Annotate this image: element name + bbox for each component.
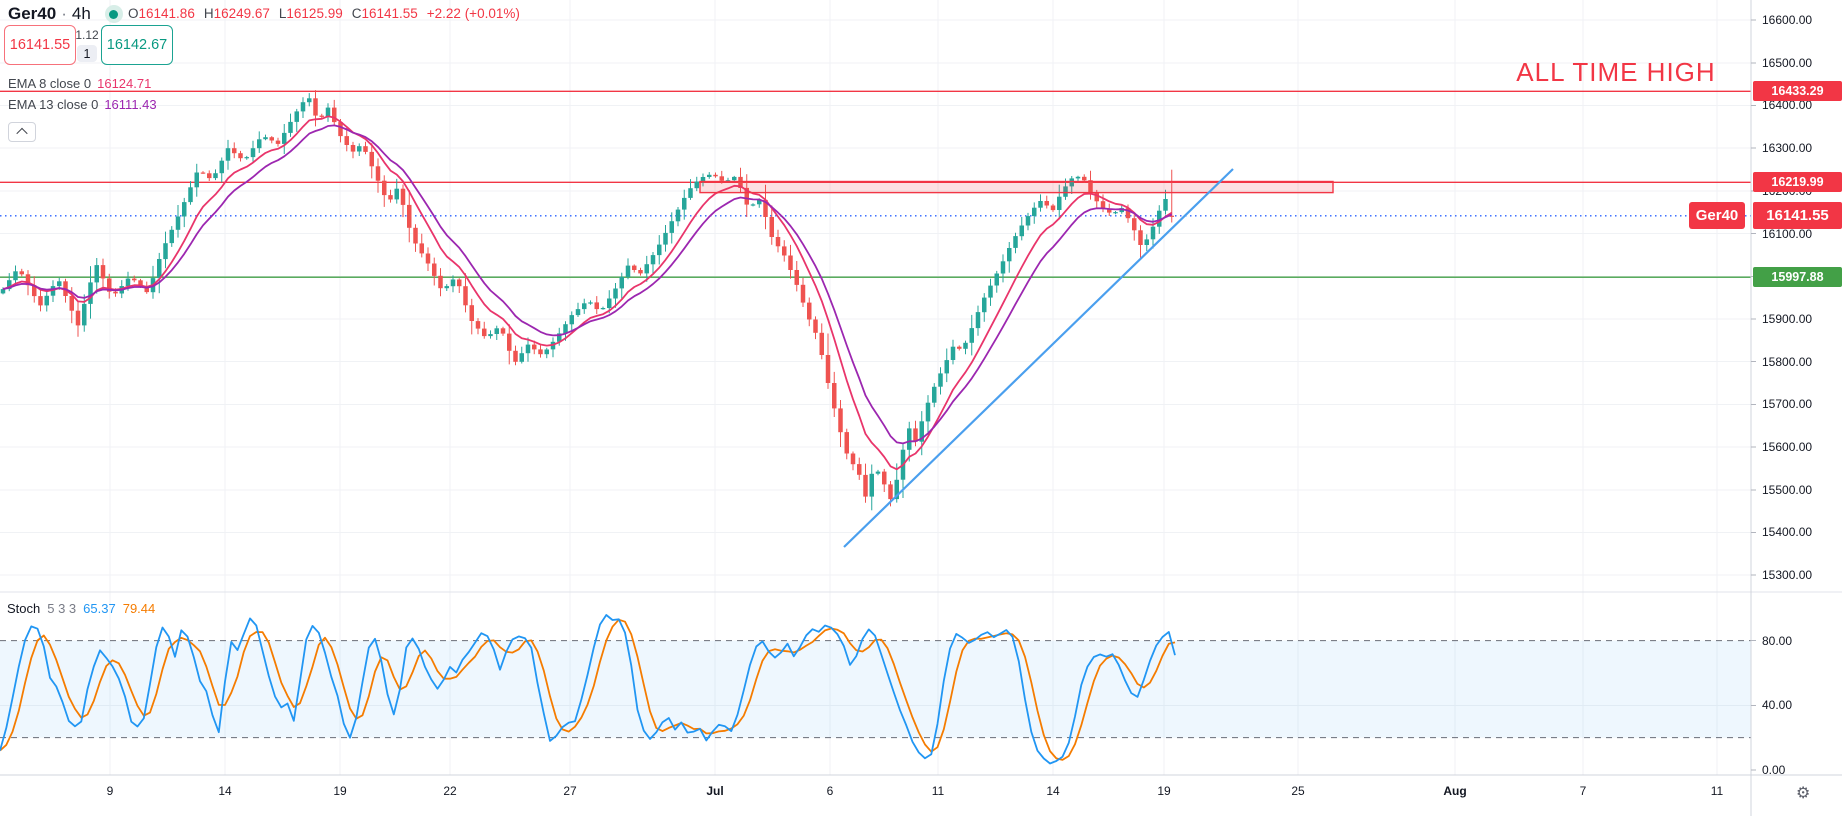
trendline[interactable] — [843, 168, 1234, 548]
market-status-icon[interactable] — [104, 5, 123, 23]
resistance-zone[interactable] — [699, 180, 1334, 194]
stoch-d-line — [0, 618, 1176, 761]
close-label: C — [351, 5, 362, 21]
ema13-legend[interactable]: EMA 13 close 0 16111.43 — [8, 96, 157, 112]
low-value: 16125.99 — [286, 5, 343, 21]
stoch-title: Stoch — [7, 600, 41, 616]
ema13-value: 16111.43 — [104, 96, 157, 112]
high-value: 16249.67 — [213, 5, 270, 21]
open-value: 16141.86 — [138, 5, 195, 21]
ema13-title: EMA 13 close 0 — [8, 96, 99, 112]
current-symbol-pill: Ger40 — [1689, 202, 1745, 229]
axis-settings-gear-icon[interactable]: ⚙ — [1796, 785, 1811, 802]
current-price-pill: 16141.55 — [1753, 202, 1842, 229]
ema8-title: EMA 8 close 0 — [8, 75, 92, 91]
symbol-separator: · — [61, 4, 67, 23]
ema8-legend[interactable]: EMA 8 close 0 16124.71 — [8, 75, 151, 91]
sell-button[interactable]: 16141.55 — [4, 25, 76, 65]
ohlc-values: O16141.86 H16249.67 L16125.99 C16141.55 … — [128, 4, 520, 22]
ema8-value: 16124.71 — [97, 75, 152, 91]
stoch-legend[interactable]: Stoch 5 3 3 65.37 79.44 — [7, 600, 155, 616]
high-label: H — [203, 5, 214, 21]
stoch-k-line — [0, 614, 1176, 765]
ath-price-pill: 16433.29 — [1753, 81, 1842, 101]
buy-button[interactable]: 16142.67 — [101, 25, 173, 65]
spread-value: 1.12 — [75, 28, 99, 42]
support-price-pill: 15997.88 — [1753, 267, 1842, 287]
stoch-band — [0, 640, 1751, 738]
stoch-params: 5 3 3 — [47, 600, 77, 616]
all-time-high-annotation[interactable]: ALL TIME HIGH — [1516, 57, 1716, 87]
symbol-header: Ger40 · 4h — [8, 3, 123, 25]
ema13-line[interactable] — [2, 124, 1173, 445]
interval-label[interactable]: 4h — [71, 4, 91, 23]
stoch-d-value: 79.44 — [122, 600, 156, 616]
chevron-up-icon — [16, 127, 28, 140]
lot-size-field[interactable]: 1 — [77, 45, 97, 62]
resistance-price-pill: 16219.99 — [1753, 172, 1842, 192]
candles — [0, 90, 1174, 511]
stoch-k-value: 65.37 — [83, 600, 116, 616]
ema8-line[interactable] — [2, 115, 1173, 471]
symbol-name[interactable]: Ger40 — [8, 4, 57, 23]
open-label: O — [128, 5, 139, 21]
close-value: 16141.55 — [361, 5, 418, 21]
collapse-legend-button[interactable] — [8, 122, 36, 142]
change-value: +2.22 (+0.01%) — [426, 5, 520, 21]
low-label: L — [278, 5, 287, 21]
